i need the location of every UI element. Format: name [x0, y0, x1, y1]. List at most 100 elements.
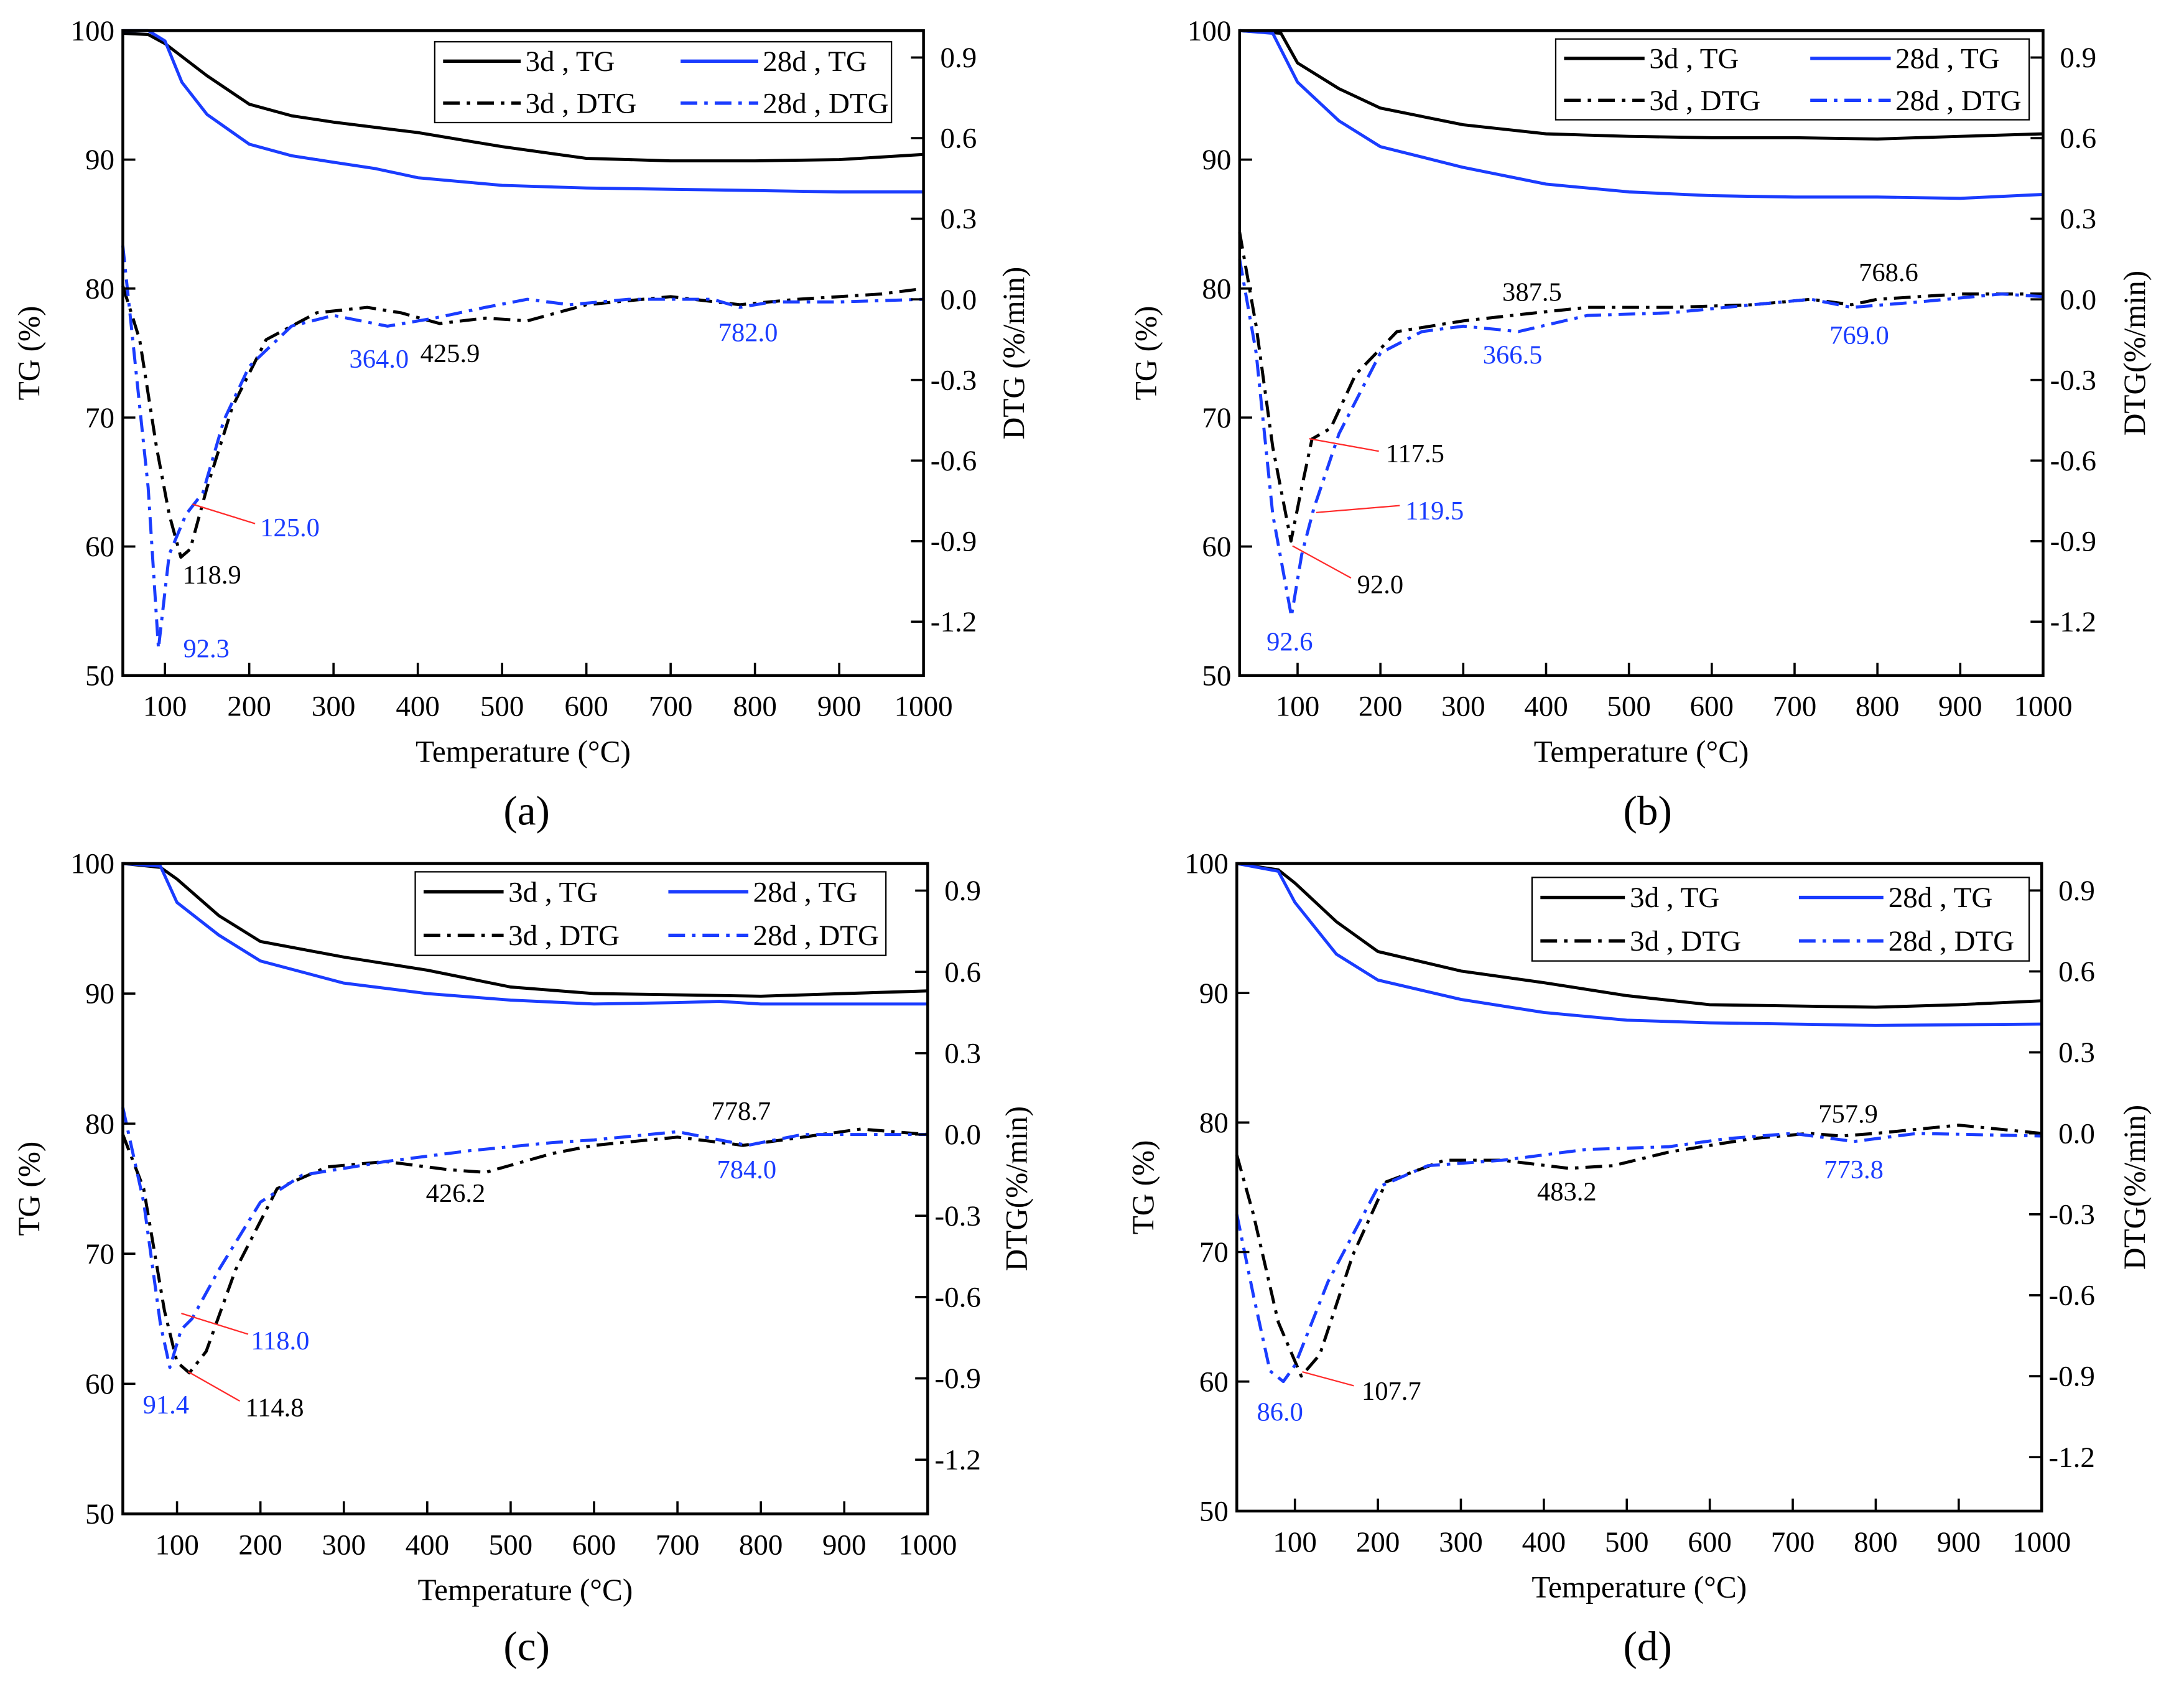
legend-entry: 3d , TG: [1649, 43, 1739, 75]
x-tick-label: 400: [1524, 691, 1568, 723]
panel-label: (c): [503, 1623, 550, 1669]
y-tick-label: 50: [85, 659, 114, 692]
y2-tick-label: -0.9: [2050, 525, 2096, 557]
peak-annotation: 92.6: [1266, 627, 1313, 656]
plot-frame: [121, 862, 929, 1516]
x-tick-label: 900: [1937, 1526, 1981, 1558]
y2-tick-label: 0.6: [2058, 956, 2095, 988]
y2-tick-label: -1.2: [2048, 1441, 2094, 1474]
plot-frame: [1235, 862, 2043, 1513]
series-line-28d-dtg: [121, 1107, 928, 1369]
x-tick-label: 200: [1359, 691, 1403, 723]
series-line-28d-dtg: [1235, 1132, 2042, 1384]
peak-annotation: 387.5: [1502, 278, 1562, 307]
x-tick-label: 1000: [2012, 1526, 2071, 1558]
y2-tick-label: -0.3: [935, 1200, 981, 1232]
peak-annotation: 768.6: [1859, 258, 1918, 287]
legend-entry: 3d , DTG: [1649, 85, 1760, 117]
peak-annotation: 118.0: [251, 1326, 309, 1356]
x-tick-label: 500: [489, 1529, 532, 1561]
peak-annotation: 425.9: [421, 339, 480, 368]
peak-annotation: 119.5: [1405, 496, 1464, 526]
legend-entry: 28d , DTG: [753, 920, 879, 952]
x-tick-label: 600: [1688, 1526, 1732, 1558]
legend-entry: 3d , DTG: [1630, 925, 1741, 957]
peak-annotation: 92.0: [1357, 570, 1403, 600]
peak-annotation: 92.3: [184, 635, 230, 664]
y-tick-label: 90: [1199, 977, 1229, 1010]
x-tick-label: 400: [396, 691, 440, 723]
x-tick-label: 700: [1773, 691, 1817, 723]
annotation-leader: [181, 1312, 249, 1335]
peak-annotation: 426.2: [426, 1179, 486, 1208]
panel-label: (b): [1624, 787, 1672, 834]
x-tick-label: 700: [1771, 1526, 1815, 1558]
y-tick-label: 50: [1202, 659, 1231, 692]
y-tick-label: 70: [1202, 402, 1231, 434]
y-tick-label: 60: [1199, 1366, 1229, 1398]
y2-tick-label: 0.0: [2060, 284, 2096, 316]
y2-tick-label: 0.3: [944, 1038, 981, 1070]
legend-box: [414, 871, 887, 956]
legend-box: [1554, 38, 2030, 121]
series-line-28d-dtg: [1238, 258, 2043, 618]
peak-annotation: 125.0: [260, 513, 320, 542]
x-tick-label: 300: [312, 691, 356, 723]
y2-tick-label: -0.6: [931, 445, 977, 477]
annotation-leader: [1292, 545, 1352, 579]
x-tick-label: 1000: [898, 1529, 957, 1561]
y2-tick-label: 0.9: [2060, 42, 2096, 74]
y2-tick-label: -1.2: [935, 1444, 981, 1476]
peak-annotation: 114.8: [245, 1394, 304, 1423]
y-tick-label: 50: [85, 1498, 114, 1530]
y-tick-label: 50: [1199, 1496, 1229, 1528]
x-tick-label: 200: [1356, 1526, 1400, 1558]
x-tick-label: 500: [480, 691, 524, 723]
y-tick-label: 70: [1199, 1236, 1229, 1269]
y-axis-title: TG (%): [12, 1142, 46, 1236]
series-line-28d-tg: [1236, 862, 2042, 1027]
peak-annotation: 86.0: [1257, 1397, 1303, 1427]
y2-tick-label: 0.6: [940, 123, 977, 155]
x-tick-label: 800: [1856, 691, 1900, 723]
series-line-3d-tg: [1239, 29, 2043, 141]
y2-tick-label: -0.3: [2048, 1198, 2094, 1231]
y-axis-title: TG (%): [1128, 306, 1163, 401]
y2-tick-label: 0.6: [2060, 123, 2096, 155]
chart-panel-a: 100 200 300 400 500 600 700 800 900 1000 50 60 70 80 9…: [12, 15, 1031, 834]
y-tick-label: 80: [1202, 273, 1231, 305]
peak-annotation: 483.2: [1537, 1178, 1597, 1207]
y2-tick-label: -0.9: [931, 525, 977, 557]
plot-frame: [1238, 29, 2045, 677]
y2-tick-label: 0.0: [2058, 1117, 2095, 1150]
legend-entry: 28d , TG: [1895, 43, 2000, 75]
peak-annotation: 773.8: [1824, 1155, 1884, 1185]
y2-tick-label: -0.6: [935, 1282, 981, 1314]
y2-tick-label: -0.3: [931, 364, 977, 396]
series-line-3d-dtg: [1238, 231, 2043, 543]
series-line-28d-dtg: [121, 245, 924, 650]
legend-entry: 3d , DTG: [525, 88, 636, 120]
x-tick-label: 300: [1441, 691, 1485, 723]
annotation-leader: [188, 1371, 241, 1402]
chart-panel-b: 100 200 300 400 500 600 700 800 900 1000 50 60 70 80 9…: [1128, 15, 2151, 834]
x-tick-label: 200: [227, 691, 271, 723]
annotation-leader: [1302, 1371, 1354, 1387]
y-tick-label: 70: [85, 1238, 114, 1270]
y-tick-label: 80: [85, 273, 114, 305]
series-line-28d-tg: [123, 862, 928, 1006]
series-line-3d-dtg: [121, 1127, 928, 1375]
legend-entry: 3d , TG: [508, 876, 598, 908]
legend-entry: 28d , TG: [753, 876, 858, 908]
chart-panel-c: 100 200 300 400 500 600 700 800 900 1000 50 60 70 80 9…: [12, 848, 1033, 1670]
series-line-3d-dtg: [1235, 1124, 2042, 1378]
plot-frame: [121, 29, 925, 677]
y2-tick-label: -0.9: [2048, 1361, 2094, 1393]
x-axis-title: Temperature (°C): [416, 735, 631, 769]
legend: 3d , TG 28d , TG 3d , DTG 28d , DTG: [1531, 877, 2030, 962]
y-tick-label: 90: [85, 144, 114, 176]
x-tick-label: 200: [238, 1529, 282, 1561]
x-tick-label: 300: [322, 1529, 366, 1561]
y2-tick-label: 0.0: [944, 1119, 981, 1151]
